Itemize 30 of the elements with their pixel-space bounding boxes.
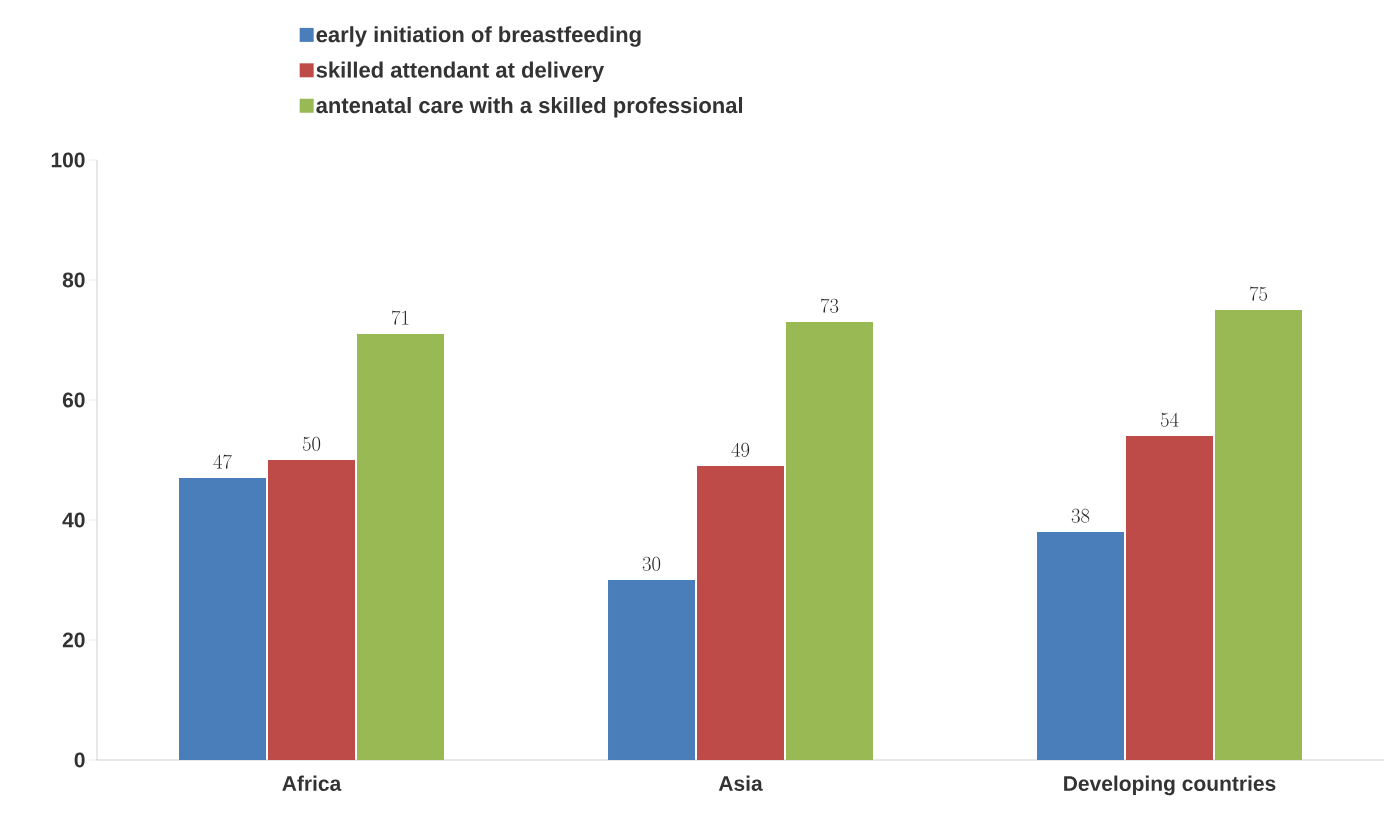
- legend-label: skilled attendant at delivery: [316, 61, 605, 83]
- bar: [697, 466, 784, 760]
- y-tick-label: 40: [62, 512, 85, 528]
- y-tick-label: 0: [74, 752, 85, 768]
- bar: [268, 460, 355, 760]
- data-label: 73: [820, 298, 839, 313]
- data-label: 47: [213, 454, 232, 469]
- data-label: 30: [642, 556, 661, 571]
- data-label: 49: [731, 442, 750, 457]
- y-tick-label: 80: [62, 272, 85, 288]
- y-tick-label: 60: [62, 392, 85, 408]
- y-tick-label: 100: [51, 152, 85, 168]
- bar: [1126, 436, 1213, 760]
- data-label: 71: [391, 310, 409, 325]
- x-tick-label: Asia: [718, 775, 763, 791]
- x-tick-label: Developing countries: [1064, 775, 1276, 796]
- data-label: 54: [1160, 412, 1179, 427]
- bar: [356, 333, 444, 760]
- bar: [179, 478, 267, 760]
- legend-label: antenatal care with a skilled professional: [316, 97, 743, 118]
- x-tick-label: Africa: [282, 775, 342, 791]
- data-label: 75: [1249, 286, 1268, 301]
- y-tick-label: 20: [62, 632, 85, 648]
- legend-label: early initiation of breastfeeding: [316, 26, 641, 47]
- bar: [785, 321, 873, 760]
- bar: [1214, 309, 1302, 760]
- bar: [608, 580, 696, 760]
- bar: [1037, 532, 1125, 760]
- data-label: 38: [1071, 508, 1090, 523]
- data-label: 50: [302, 436, 321, 451]
